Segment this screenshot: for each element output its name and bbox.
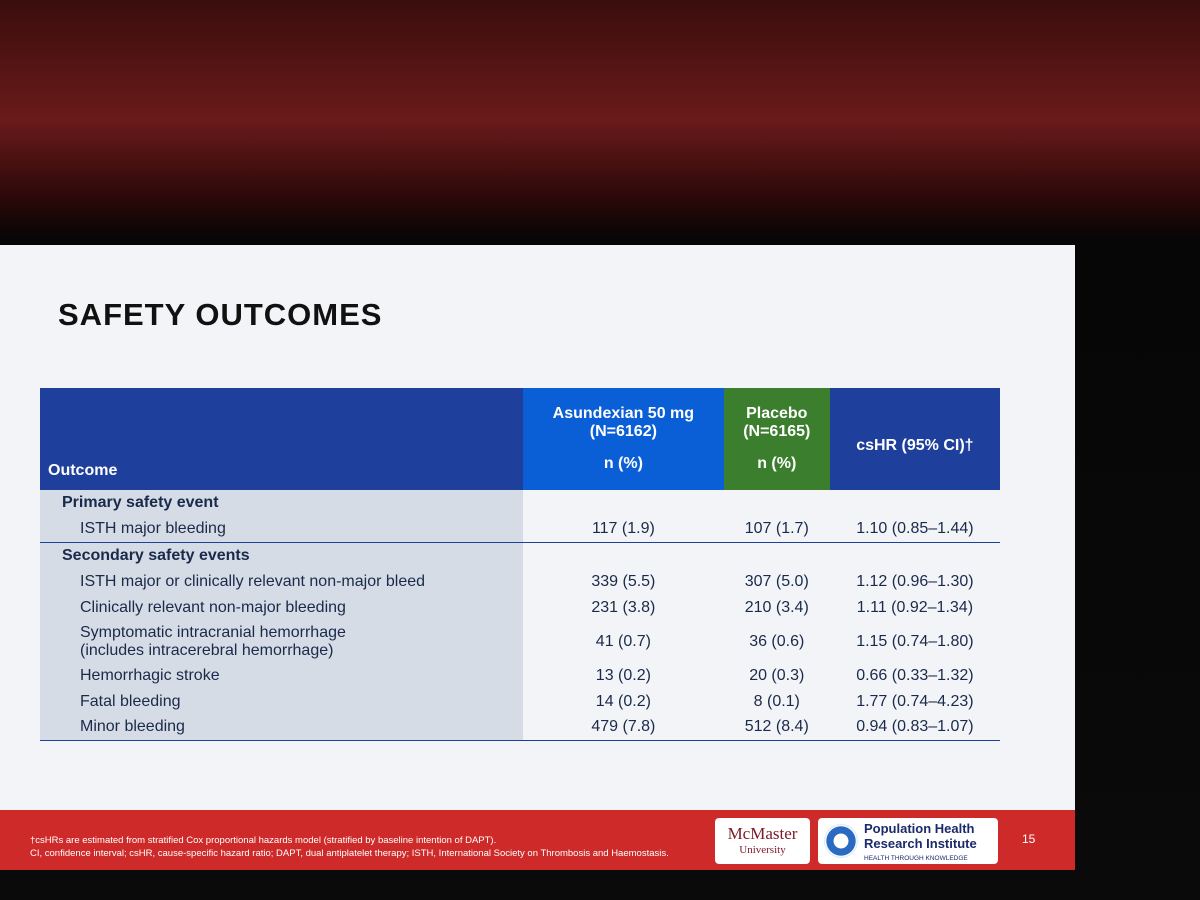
value-cell: 107 (1.7) [744, 519, 809, 537]
data-row: ISTH major or clinically relevant non-ma… [40, 568, 1000, 595]
header-row: Outcome Asundexian 50 mg (N=6162) n (%) Plac… [40, 388, 1000, 490]
header-text: (N=6165) [743, 423, 811, 440]
header-unit: csHR (95% CI)† [856, 437, 974, 454]
header-unit: n (%) [603, 455, 643, 472]
data-row: ISTH major bleeding 117 (1.9) 107 (1.7) 1.1… [40, 516, 1000, 542]
empty-cell [830, 542, 1000, 569]
slide: SAFETY OUTCOMES Outcome Asundexian 50 mg(… [0, 245, 1075, 870]
section-row: Primary safety event [40, 490, 1000, 516]
value-cell: 1.77 (0.74–4.23) [856, 692, 974, 710]
data-row: Fatal bleeding 14 (0.2) 8 (0.1) 1.77 (0.74–… [40, 688, 1000, 715]
outcomes-table: Outcome Asundexian 50 mg (N=6162) n (%) Plac… [40, 388, 1000, 741]
section-label: Secondary safety events [40, 542, 523, 569]
header-text: Outcome [48, 462, 118, 479]
value-cell: 339 (5.5) [591, 572, 656, 590]
label-text: Clinically relevant non-major bleeding [80, 598, 346, 616]
value-cell: 210 (3.4) [744, 598, 809, 616]
value-cell: 1.11 (0.92–1.34) [856, 598, 974, 616]
data-row: Minor bleeding 479 (7.8) 512 (8.4) 0.94 (0.… [40, 714, 1000, 741]
section-row: Secondary safety events [40, 542, 1000, 569]
value-cell: 117 (1.9) [591, 519, 655, 537]
value-cell: 307 (5.0) [744, 572, 809, 590]
value-cell: 1.12 (0.96–1.30) [856, 572, 974, 590]
value-cell: 512 (8.4) [744, 718, 809, 736]
label-text: Minor bleeding [80, 718, 185, 736]
empty-cell [724, 490, 830, 516]
header-cell: Asundexian 50 mg (N=6162) n (%) [523, 388, 724, 490]
value-cell: 1.15 (0.74–1.80) [856, 632, 974, 650]
value-cell: 1.10 (0.85–1.44) [856, 519, 974, 537]
header-cell: Outcome [40, 388, 523, 490]
globe-icon [824, 824, 858, 858]
empty-cell [724, 542, 830, 569]
label-text: Symptomatic intracranial hemorrhage [80, 623, 346, 641]
value-cell: 479 (7.8) [591, 718, 656, 736]
data-row: Hemorrhagic stroke 13 (0.2) 20 (0.3) 0.66 (… [40, 662, 1000, 689]
value-cell: 231 (3.8) [591, 598, 656, 616]
header-text: Placebo [746, 405, 808, 422]
value-cell: 36 (0.6) [749, 632, 805, 650]
empty-cell [523, 490, 724, 516]
row-label: ISTH major bleeding [40, 516, 523, 542]
value-cell: 0.66 (0.33–1.32) [856, 666, 974, 684]
value-cell: 8 (0.1) [753, 692, 800, 710]
logo-text: Population Health [864, 821, 975, 836]
data-row: Clinically relevant non-major bleeding 23… [40, 594, 1000, 621]
value-cell: 14 (0.2) [595, 692, 651, 710]
row-label: Fatal bleeding [40, 688, 523, 715]
value-cell: 0.94 (0.83–1.07) [856, 718, 974, 736]
header-cell: Placebo (N=6165) n (%) [723, 388, 830, 490]
row-label: Clinically relevant non-major bleeding [40, 594, 523, 621]
empty-cell [830, 490, 1000, 516]
label-text: (includes intracerebral hemorrhage) [80, 641, 334, 659]
footer: †csHRs are estimated from stratified Cox… [0, 810, 1075, 870]
mcmaster-logo: McMaster University [715, 818, 810, 864]
phri-text: Population Health Research Institute HEALT… [864, 821, 977, 866]
section-label: Primary safety event [40, 490, 523, 516]
value-cell: 41 (0.7) [595, 632, 651, 650]
header-cell: csHR (95% CI)† [829, 388, 1000, 490]
value-cell: 20 (0.3) [749, 666, 805, 684]
row-label: ISTH major or clinically relevant non-ma… [40, 568, 523, 595]
logo-text: Research Institute [864, 836, 977, 851]
page-number: 15 [1022, 832, 1036, 846]
label-text: Hemorrhagic stroke [80, 666, 220, 684]
logo-text: University [739, 844, 786, 856]
header-text: (N=6162) [589, 423, 657, 440]
data-row: Symptomatic intracranial hemorrhage (incl… [40, 620, 1000, 663]
slide-title: SAFETY OUTCOMES [58, 297, 383, 332]
footnote: †csHRs are estimated from stratified Cox… [30, 835, 497, 846]
header-text: Asundexian 50 mg [552, 405, 695, 422]
phri-logo: Population Health Research Institute HEALT… [818, 818, 998, 864]
label-text: ISTH major or clinically relevant non-ma… [80, 572, 426, 590]
logo-tagline: HEALTH THROUGH KNOWLEDGE [864, 855, 968, 862]
row-label: Symptomatic intracranial hemorrhage (incl… [40, 620, 523, 663]
empty-cell [523, 542, 724, 569]
footnote: CI, confidence interval; csHR, cause-spe… [30, 848, 669, 859]
row-label: Hemorrhagic stroke [40, 662, 523, 689]
value-cell: 13 (0.2) [595, 666, 651, 684]
row-label: Minor bleeding [40, 714, 523, 741]
logo-text: McMaster [727, 824, 798, 843]
label-text: Fatal bleeding [80, 692, 181, 710]
footnotes: †csHRs are estimated from stratified Cox… [30, 834, 669, 860]
label-text: ISTH major bleeding [80, 519, 226, 537]
header-unit: n (%) [757, 455, 797, 472]
